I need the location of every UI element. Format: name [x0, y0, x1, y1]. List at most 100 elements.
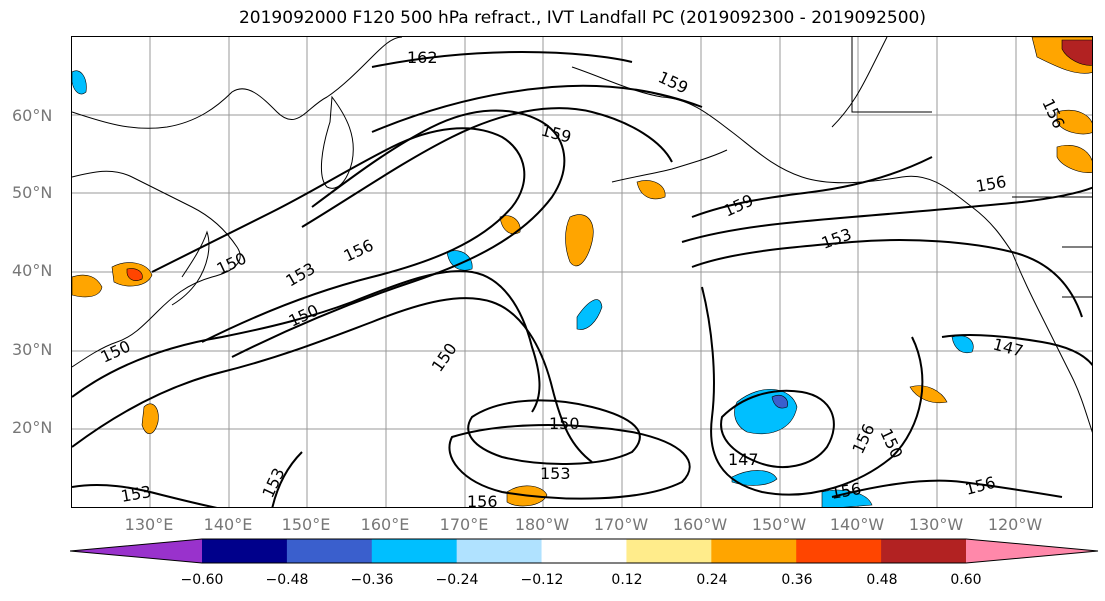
lat-label-20n: 20°N	[12, 418, 53, 437]
map-canvas: 162 159 159 156 156 156 156 156 156 153 …	[72, 37, 1092, 508]
lon-label-140w: 140°W	[829, 515, 885, 534]
contour-label-156-se2: 156	[963, 473, 997, 499]
colorbar-segment	[541, 539, 627, 563]
colorbar-extend-max	[966, 539, 1098, 563]
contour-159-east	[691, 156, 933, 218]
colorbar-tick-label: −0.24	[435, 572, 479, 588]
map-panel: 162 159 159 156 156 156 156 156 156 153 …	[71, 36, 1093, 508]
contour-156-se	[831, 479, 1063, 498]
contour-150-main	[151, 127, 526, 343]
lon-label-180w: 180°W	[514, 515, 570, 534]
colorbar-tick-label: 0.24	[696, 572, 728, 588]
lon-label-140e: 140°E	[203, 515, 253, 534]
contour-147-closed	[720, 389, 835, 468]
shade-blue-west	[72, 70, 87, 95]
contour-label-150-north: 150	[214, 248, 250, 278]
contour-153-main	[231, 109, 566, 358]
shade-orange-sea-of-japan	[72, 274, 103, 298]
colorbar-tick-label: 0.36	[781, 572, 813, 588]
contour-150-west	[72, 270, 541, 413]
graticule	[72, 37, 1092, 507]
colorbar-segment	[202, 539, 288, 563]
colorbar-segment	[626, 539, 712, 563]
colorbar-extend-min	[70, 539, 202, 563]
shade-darkblue-subtropics	[771, 395, 788, 409]
contour-label-147-south: 147	[728, 450, 759, 469]
colorbar-tick-label: −0.12	[520, 572, 564, 588]
contour-153-sw	[72, 484, 218, 507]
colorbar-outline	[70, 538, 1099, 564]
contour-label-150-south: 150	[549, 414, 580, 433]
contour-150-closed	[467, 399, 641, 465]
lon-label-170e: 170°E	[439, 515, 489, 534]
contour-label-156-central: 156	[341, 235, 377, 265]
contour-label-153-east: 153	[819, 224, 854, 252]
shade-orange-160w	[636, 180, 666, 200]
lat-label-60n: 60°N	[12, 106, 53, 125]
contour-label-150-central: 150	[286, 300, 322, 330]
contour-label-150-west: 150	[98, 336, 134, 366]
shade-orange-ne-pacific	[909, 385, 948, 404]
shade-orange-central	[565, 214, 594, 267]
kamchatka-coastline	[321, 95, 354, 189]
contour-label-156-east: 156	[974, 172, 1007, 196]
shade-red-ne	[1061, 39, 1092, 66]
contour-153-closed	[448, 424, 691, 500]
contour-label-156-sw: 153	[258, 465, 288, 501]
contour-162	[371, 50, 633, 68]
colorbar-segments	[70, 539, 1098, 563]
contour-label-162: 162	[407, 48, 438, 67]
colorbar-segment	[796, 539, 882, 563]
shade-blue-subtropics	[734, 389, 798, 435]
lon-label-170w: 170°W	[593, 515, 649, 534]
contour-label-150-vertical: 150	[428, 339, 461, 375]
colorbar-tick-label: 0.12	[611, 572, 643, 588]
contour-156-east	[681, 186, 1092, 243]
contour-label-156-vert: 156	[848, 421, 878, 457]
contour-label-150-east: 150	[876, 426, 906, 462]
shade-orange-right-edge	[1056, 109, 1092, 173]
shading	[72, 37, 1092, 507]
colorbar-tick-label: −0.60	[180, 572, 224, 588]
colorbar-segment	[711, 539, 797, 563]
japan-coastline	[171, 230, 210, 306]
lon-label-160e: 160°E	[360, 515, 410, 534]
contours	[72, 50, 1092, 507]
contour-label-156-south: 156	[467, 492, 498, 508]
lon-label-130e: 130°E	[124, 515, 174, 534]
contour-159-north	[371, 84, 703, 133]
lon-label-160w: 160°W	[672, 515, 728, 534]
shade-red-korea	[126, 268, 143, 281]
contour-label-159-east: 159	[721, 190, 757, 220]
colorbar-segment	[286, 539, 373, 563]
border-usa-canada	[851, 37, 1092, 298]
shade-orange-taiwan	[141, 403, 159, 434]
contour-label-153-sw: 153	[119, 482, 152, 506]
colorbar-tick-label: −0.36	[350, 572, 394, 588]
contour-156-main	[301, 107, 673, 228]
lon-label-120w: 120°W	[987, 515, 1043, 534]
lat-label-30n: 30°N	[12, 340, 53, 359]
contour-label-159-arctic: 159	[655, 67, 691, 97]
lat-label-40n: 40°N	[12, 261, 53, 280]
coastlines	[72, 37, 1092, 433]
lat-label-50n: 50°N	[12, 183, 53, 202]
colorbar-tick-label: 0.48	[866, 572, 898, 588]
alaska-coastline	[571, 37, 1013, 253]
contour-153-west	[72, 297, 593, 463]
shade-blue-east	[951, 335, 974, 354]
contour-150-east	[701, 286, 924, 496]
contour-153-east	[691, 239, 1083, 318]
north-america-coastline	[1011, 251, 1092, 433]
colorbar-segment	[371, 539, 458, 563]
shade-blue-center	[446, 250, 473, 271]
lon-label-130w: 130°W	[908, 515, 964, 534]
asia-coastline	[72, 37, 403, 368]
colorbar-tick-label: −0.48	[265, 572, 309, 588]
lon-label-150e: 150°E	[281, 515, 331, 534]
contour-156-sw	[271, 451, 303, 507]
contour-label-153-central: 153	[283, 259, 319, 291]
colorbar-segment	[456, 539, 543, 563]
colorbar-segment	[881, 539, 967, 563]
shade-orange-180	[499, 215, 521, 235]
